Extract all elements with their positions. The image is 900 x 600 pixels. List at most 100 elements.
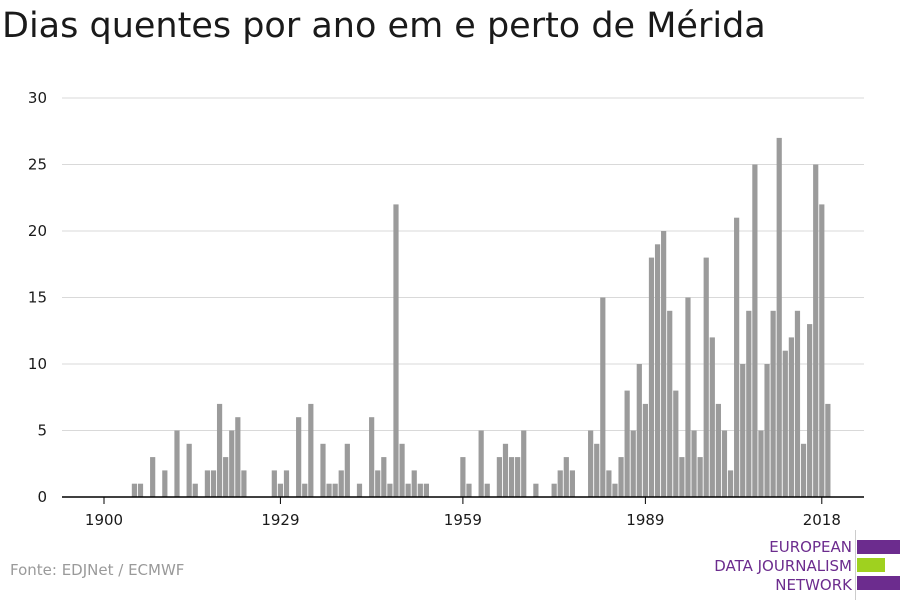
bar-1920	[223, 457, 229, 497]
y-tick-label: 30	[28, 89, 47, 107]
bar-2004	[734, 217, 740, 497]
bar-1959	[460, 457, 466, 497]
x-tick-label: 2018	[803, 511, 841, 529]
y-tick-label: 20	[28, 222, 47, 240]
bar-2000	[709, 337, 715, 497]
bar-1914	[186, 443, 192, 497]
y-tick-label: 0	[37, 488, 47, 506]
bar-1963	[484, 483, 490, 497]
bar-1932	[296, 417, 302, 497]
bar-1928	[271, 470, 277, 497]
chart-title: Dias quentes por ano em e perto de Mérid…	[2, 6, 766, 46]
edjnet-logo[interactable]: EUROPEAN DATA JOURNALISM NETWORK	[700, 530, 900, 600]
bar-1922	[235, 417, 241, 497]
bar-1947	[387, 483, 393, 497]
bar-1919	[216, 403, 223, 497]
bar-1912	[174, 430, 180, 497]
bar-2008	[758, 430, 764, 497]
logo-line-data-journalism: DATA JOURNALISM	[714, 557, 852, 575]
bar-1976	[563, 457, 569, 497]
bar-2009	[764, 364, 770, 497]
bar-2017	[813, 164, 819, 497]
bar-1917	[204, 470, 211, 497]
bar-1950	[405, 483, 411, 497]
bar-1981	[594, 443, 600, 497]
x-tick-label: 1929	[261, 511, 299, 529]
logo-line-network: NETWORK	[775, 576, 852, 594]
bar-1984	[612, 483, 618, 497]
bar-1962	[478, 430, 484, 497]
bar-1937	[326, 483, 332, 497]
bar-1974	[551, 483, 557, 497]
bar-1977	[569, 470, 575, 497]
bar-1908	[150, 457, 156, 497]
bar-1906	[137, 483, 144, 497]
bar-1975	[557, 470, 563, 497]
bar-2013	[788, 337, 794, 497]
bar-1987	[630, 430, 636, 497]
bar-2014	[794, 310, 801, 497]
bar-2018	[819, 204, 825, 497]
bar-1953	[423, 483, 429, 497]
source-note: Fonte: EDJNet / ECMWF	[10, 561, 185, 579]
logo-bar-purple-bottom	[857, 576, 900, 590]
bar-1915	[192, 483, 198, 497]
y-tick-label: 15	[28, 289, 47, 307]
bar-1940	[344, 443, 350, 497]
bar-2005	[740, 364, 746, 497]
bar-1933	[302, 483, 308, 497]
bar-2010	[770, 310, 776, 497]
bar-1985	[618, 457, 624, 497]
bar-1942	[356, 483, 363, 497]
bar-1930	[283, 470, 290, 497]
bar-1918	[210, 470, 217, 497]
bar-1969	[521, 430, 527, 497]
bar-1929	[277, 483, 284, 497]
bar-1968	[515, 457, 521, 497]
bar-1949	[399, 443, 405, 497]
bar-2016	[807, 324, 813, 497]
bar-1999	[703, 257, 709, 497]
logo-divider	[855, 530, 856, 600]
bar-1992	[661, 231, 667, 497]
bar-1993	[667, 310, 673, 497]
x-tick-label: 1959	[444, 511, 482, 529]
bar-2006	[746, 310, 752, 497]
logo-line-european: EUROPEAN	[769, 538, 852, 556]
logo-bar-purple-top	[857, 540, 900, 554]
bar-1991	[654, 244, 661, 497]
bar-2019	[825, 403, 831, 497]
bar-2003	[727, 470, 734, 497]
bar-1951	[411, 470, 417, 497]
bar-1923	[241, 470, 247, 497]
x-tick-label: 1989	[626, 511, 664, 529]
bar-1967	[508, 457, 515, 497]
bar-1952	[417, 483, 423, 497]
bar-1948	[393, 204, 399, 497]
bar-2015	[800, 443, 807, 497]
bar-1910	[162, 470, 168, 497]
bar-1960	[466, 483, 472, 497]
y-tick-label: 10	[28, 355, 47, 373]
y-tick-label: 5	[37, 422, 47, 440]
bar-1986	[624, 390, 630, 497]
bar-1934	[308, 403, 314, 497]
bar-2011	[776, 137, 782, 497]
bar-1988	[636, 364, 642, 497]
bar-1945	[375, 470, 381, 497]
bar-1946	[381, 457, 387, 497]
bar-1921	[229, 430, 235, 497]
bar-2007	[752, 164, 758, 497]
bar-1966	[502, 443, 509, 497]
bar-1936	[320, 443, 326, 497]
bar-1938	[332, 483, 338, 497]
bar-1996	[685, 297, 691, 497]
bar-1995	[679, 457, 685, 497]
bar-1944	[369, 417, 375, 497]
bar-1982	[600, 297, 606, 497]
bar-1994	[673, 390, 679, 497]
bar-2012	[782, 350, 788, 497]
bar-1965	[496, 457, 502, 497]
bar-1998	[697, 457, 703, 497]
